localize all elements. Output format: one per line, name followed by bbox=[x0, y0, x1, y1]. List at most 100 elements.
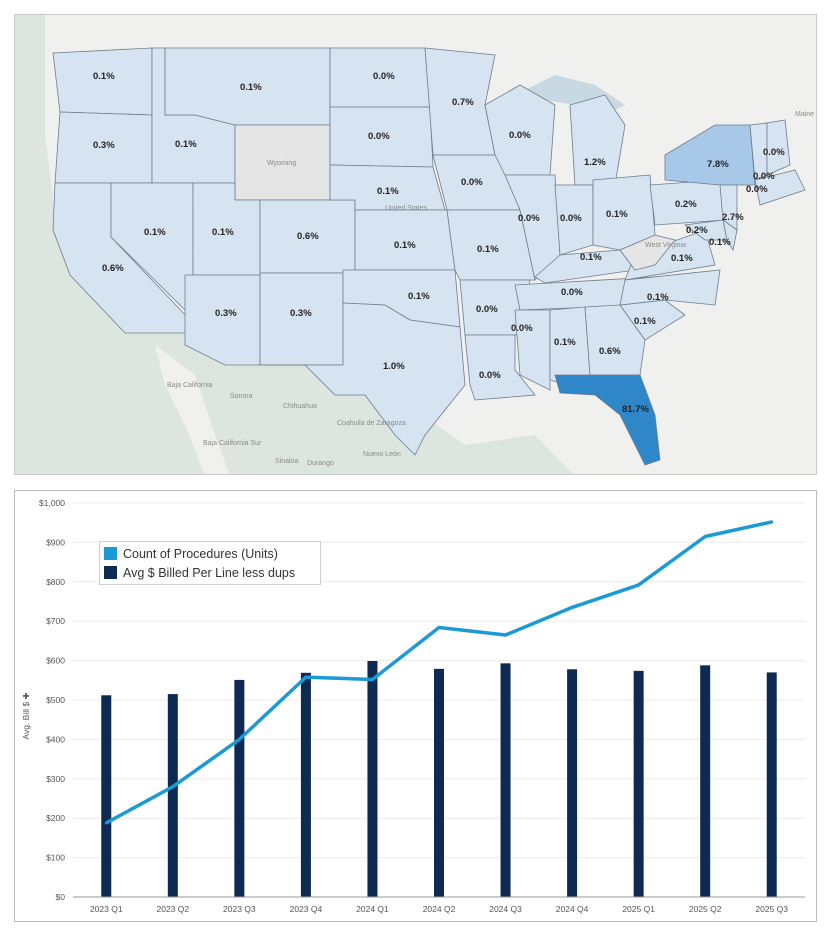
state-az[interactable] bbox=[184, 274, 261, 366]
pct-mo: 0.1% bbox=[477, 244, 499, 255]
label-wyoming: Wyoming bbox=[267, 160, 296, 167]
bar-2025-q1[interactable] bbox=[633, 670, 644, 897]
state-ga[interactable] bbox=[584, 304, 646, 376]
y-tick-label: $800 bbox=[46, 577, 65, 587]
state-la[interactable] bbox=[464, 334, 536, 401]
legend-label-bar: Avg $ Billed Per Line less dups bbox=[123, 565, 296, 580]
pct-in: 0.0% bbox=[560, 213, 582, 224]
pct-wa: 0.1% bbox=[93, 71, 115, 82]
chart-canvas: $0 $100 $200 $300 $400 $500 $600 $700 $800 $900 $1… bbox=[21, 498, 805, 914]
label-west-virginia: West Virginia bbox=[645, 242, 686, 249]
y-tick-label: $900 bbox=[46, 537, 65, 547]
y-tick-label: $1,000 bbox=[39, 498, 65, 508]
x-tick-label: 2025 Q1 bbox=[622, 904, 655, 914]
x-tick-label: 2024 Q2 bbox=[423, 904, 456, 914]
pct-tx: 1.0% bbox=[383, 361, 405, 372]
bar-2024-q1[interactable] bbox=[367, 660, 378, 897]
label-baja-california: Baja California bbox=[167, 382, 213, 389]
bar-2023-q3[interactable] bbox=[234, 679, 245, 897]
label-nuevo-leon: Nuevo León bbox=[363, 451, 401, 458]
bar-2024-q2[interactable] bbox=[434, 668, 444, 897]
label-coahuila: Coahuila de Zaragoza bbox=[337, 420, 406, 427]
legend-item-bar[interactable]: Avg $ Billed Per Line less dups bbox=[104, 563, 316, 582]
bar-2023-q1[interactable] bbox=[101, 695, 112, 897]
x-tick-label: 2024 Q1 bbox=[356, 904, 389, 914]
pct-mn: 0.7% bbox=[452, 97, 474, 108]
pct-or: 0.3% bbox=[93, 140, 115, 151]
pct-ar: 0.0% bbox=[476, 304, 498, 315]
map-canvas: Wyoming West Virginia United States Main… bbox=[15, 15, 816, 474]
state-tx[interactable] bbox=[260, 302, 466, 456]
state-nh[interactable] bbox=[766, 119, 791, 176]
pct-ut: 0.1% bbox=[212, 227, 234, 238]
bar-2023-q4[interactable] bbox=[300, 672, 311, 897]
bar-2025-q2[interactable] bbox=[700, 665, 711, 897]
pct-ok: 0.1% bbox=[408, 291, 430, 302]
pct-ny: 7.8% bbox=[707, 159, 729, 170]
line-point[interactable] bbox=[370, 678, 374, 682]
line-point[interactable] bbox=[171, 785, 175, 789]
state-wv[interactable] bbox=[619, 234, 676, 271]
line-point[interactable] bbox=[570, 605, 574, 609]
bar-2024-q4[interactable] bbox=[567, 669, 578, 897]
line-point[interactable] bbox=[304, 675, 308, 679]
bar-2024-q3[interactable] bbox=[500, 663, 511, 897]
y-tick-label: $200 bbox=[46, 813, 65, 823]
pct-de: 0.1% bbox=[709, 237, 731, 248]
state-fl[interactable] bbox=[554, 374, 661, 466]
pct-wi: 0.0% bbox=[509, 130, 531, 141]
y-tick-label: $0 bbox=[56, 892, 66, 902]
line-point[interactable] bbox=[504, 633, 508, 637]
state-ny[interactable] bbox=[664, 124, 756, 186]
x-tick-label: 2023 Q2 bbox=[157, 904, 190, 914]
pct-ky: 0.1% bbox=[580, 252, 602, 263]
line-point[interactable] bbox=[703, 534, 707, 538]
bar-2025-q3[interactable] bbox=[766, 672, 777, 897]
x-tick-label: 2024 Q3 bbox=[489, 904, 522, 914]
baja-land bbox=[155, 345, 230, 474]
y-tick-label: $400 bbox=[46, 734, 65, 744]
y-tick-label: $600 bbox=[46, 656, 65, 666]
chart-legend: Count of Procedures (Units) Avg $ Billed… bbox=[99, 541, 321, 585]
pct-nm: 0.3% bbox=[290, 308, 312, 319]
label-united-states: United States bbox=[385, 205, 428, 212]
pct-va: 0.1% bbox=[671, 253, 693, 264]
pct-ms: 0.0% bbox=[511, 323, 533, 334]
pct-ia: 0.0% bbox=[461, 177, 483, 188]
legend-label-line: Count of Procedures (Units) bbox=[123, 546, 278, 561]
state-de[interactable] bbox=[722, 219, 738, 252]
pct-ga: 0.6% bbox=[599, 346, 621, 357]
x-tick-label: 2024 Q4 bbox=[556, 904, 589, 914]
pct-oh: 0.1% bbox=[606, 209, 628, 220]
pct-al: 0.1% bbox=[554, 337, 576, 348]
bar-2023-q2[interactable] bbox=[167, 694, 178, 897]
legend-item-line[interactable]: Count of Procedures (Units) bbox=[104, 544, 316, 563]
pct-il: 0.0% bbox=[518, 213, 540, 224]
x-tick-label: 2023 Q4 bbox=[290, 904, 323, 914]
state-ma[interactable] bbox=[754, 169, 806, 206]
state-ms[interactable] bbox=[514, 309, 551, 391]
pct-nv: 0.1% bbox=[144, 227, 166, 238]
line-point[interactable] bbox=[237, 737, 241, 741]
label-maine: Maine bbox=[795, 111, 814, 118]
pct-sd: 0.0% bbox=[368, 131, 390, 142]
line-point[interactable] bbox=[637, 583, 641, 587]
pct-ma: 0.0% bbox=[746, 184, 768, 195]
state-mi[interactable] bbox=[569, 94, 626, 186]
pct-fl: 81.7% bbox=[622, 404, 649, 415]
pct-nj: 2.7% bbox=[722, 212, 744, 223]
label-durango: Durango bbox=[307, 460, 334, 467]
line-point[interactable] bbox=[770, 520, 774, 524]
pct-ks: 0.1% bbox=[394, 240, 416, 251]
label-sonora: Sonora bbox=[230, 393, 253, 400]
state-va[interactable] bbox=[624, 229, 716, 281]
us-state-map: Wyoming West Virginia United States Main… bbox=[14, 14, 817, 475]
pct-az: 0.3% bbox=[215, 308, 237, 319]
state-nm[interactable] bbox=[259, 272, 344, 366]
y-tick-label: $700 bbox=[46, 616, 65, 626]
line-point[interactable] bbox=[104, 821, 108, 825]
x-tick-label: 2023 Q3 bbox=[223, 904, 256, 914]
line-point[interactable] bbox=[437, 626, 441, 630]
label-chihuahua: Chihuahua bbox=[283, 403, 317, 410]
state-nc[interactable] bbox=[619, 269, 721, 306]
